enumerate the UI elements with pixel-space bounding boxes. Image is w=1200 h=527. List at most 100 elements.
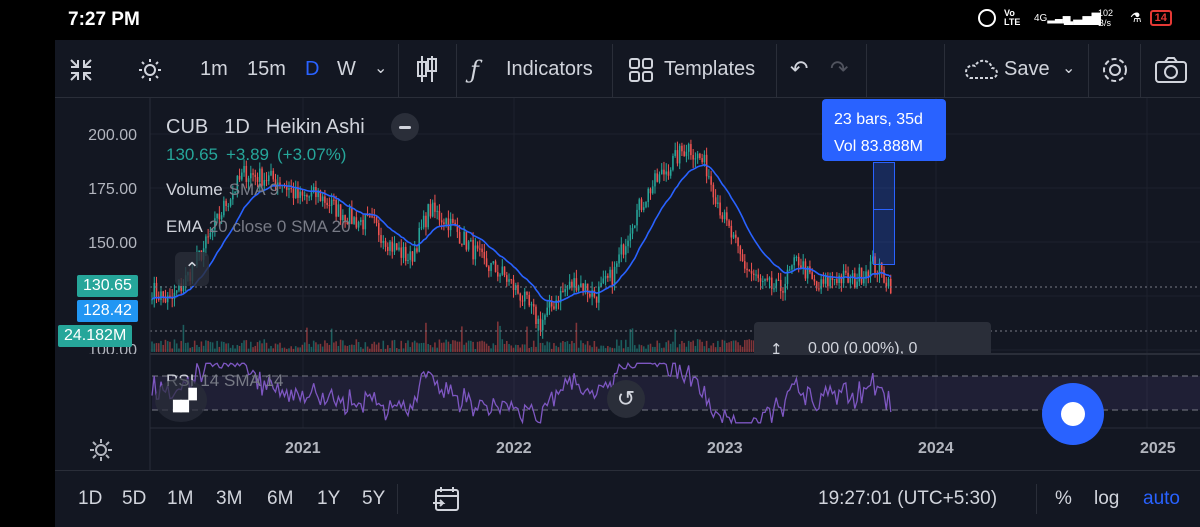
candle-body: [279, 182, 281, 186]
year-tick-2023: 2023: [707, 440, 743, 457]
candle-body: [386, 246, 389, 251]
volume-bar: [701, 341, 703, 352]
legend-symbol: CUB: [166, 115, 209, 138]
redo-icon[interactable]: ↷: [830, 56, 849, 81]
volume-bar: [351, 344, 353, 352]
volume-bar: [214, 348, 216, 352]
volume-bar: [710, 345, 712, 352]
range-6m[interactable]: 6M: [267, 488, 294, 509]
candle-body: [795, 256, 798, 258]
fullscreen-icon[interactable]: [66, 56, 96, 84]
measure-range-box[interactable]: [873, 162, 895, 265]
settings-gear-icon[interactable]: [1100, 55, 1130, 90]
candle-body: [636, 209, 638, 226]
log-scale-toggle[interactable]: log: [1094, 488, 1120, 509]
volume-bar: [591, 347, 593, 352]
candle-body: [243, 165, 245, 173]
candle-body: [665, 171, 667, 175]
candle-body: [182, 285, 185, 292]
time-axis-settings-icon[interactable]: [88, 437, 114, 468]
range-1d[interactable]: 1D: [78, 488, 103, 509]
signal-4g-icon: 4G▂▃▅: [1034, 12, 1071, 24]
volume-bar: [645, 348, 647, 352]
volume-bar: [631, 328, 634, 352]
range-3m[interactable]: 3M: [216, 488, 243, 509]
templates-button[interactable]: Templates: [664, 58, 756, 80]
volume-bar: [348, 345, 351, 352]
volume-bar: [411, 342, 414, 352]
save-button[interactable]: Save: [1004, 58, 1050, 80]
clock-timezone[interactable]: 19:27:01 (UTC+5:30): [818, 488, 998, 509]
candle-body: [474, 245, 477, 260]
candle-body: [335, 199, 337, 217]
undo-icon[interactable]: ↶: [790, 56, 809, 81]
volume-bar: [539, 342, 542, 352]
interval-dropdown-chevron-icon[interactable]: ⌄: [374, 60, 388, 77]
volume-bar: [267, 348, 270, 352]
save-dropdown-chevron-icon[interactable]: ⌄: [1062, 60, 1076, 77]
tradingview-logo-icon[interactable]: ▗▞: [155, 378, 207, 422]
volume-bar: [595, 346, 598, 352]
candle-body: [467, 241, 470, 250]
indicators-fx-icon[interactable]: ƒ: [470, 56, 479, 84]
volume-bar: [290, 346, 293, 352]
candle-body: [339, 204, 342, 221]
candle-body: [337, 204, 340, 217]
reset-chart-icon[interactable]: ↺: [607, 380, 645, 418]
candle-body: [207, 236, 209, 238]
candle-body: [216, 213, 218, 219]
candle-body: [685, 151, 688, 157]
legend-collapse-icon[interactable]: [390, 113, 419, 141]
range-5y[interactable]: 5Y: [362, 488, 386, 509]
volume-bar: [171, 348, 173, 352]
candle-body: [382, 240, 385, 243]
range-1y[interactable]: 1Y: [317, 488, 341, 509]
volume-bar: [663, 347, 665, 352]
candle-body: [447, 218, 450, 231]
volume-bar: [369, 348, 371, 352]
volume-bar: [229, 347, 232, 352]
candles-icon[interactable]: [416, 54, 438, 89]
legend-ema[interactable]: EMA 20 close 0 SMA 20: [166, 217, 351, 237]
templates-icon[interactable]: [628, 57, 654, 88]
volume-bar: [443, 342, 445, 352]
legend-expand-chevron-up-icon[interactable]: ⌃: [175, 252, 209, 286]
interval-d[interactable]: D: [305, 58, 320, 80]
interval-15m[interactable]: 15m: [247, 58, 286, 80]
candle-body: [333, 199, 335, 201]
year-tick-2022: 2022: [496, 440, 532, 457]
interval-w[interactable]: W: [337, 58, 356, 80]
price-tick-175: 175.00: [88, 181, 137, 198]
percent-scale-toggle[interactable]: %: [1055, 488, 1072, 509]
auto-scale-toggle[interactable]: auto: [1143, 488, 1180, 509]
range-1m[interactable]: 1M: [167, 488, 194, 509]
candle-body: [220, 215, 223, 220]
chart-canvas[interactable]: [55, 98, 1200, 470]
candle-body: [822, 279, 825, 284]
volume-bar: [285, 348, 288, 352]
volume-bar: [649, 343, 652, 352]
camera-icon[interactable]: [1154, 56, 1188, 89]
legend-volume[interactable]: Volume SMA 9: [166, 180, 279, 200]
interval-1m[interactable]: 1m: [200, 58, 228, 80]
volume-bar: [514, 344, 517, 352]
volume-bar: [220, 341, 223, 352]
candle-body: [252, 173, 254, 175]
candle-body: [214, 218, 216, 230]
candle-body: [791, 265, 793, 270]
range-5d[interactable]: 5D: [122, 488, 147, 509]
volume-bar: [481, 340, 483, 352]
candle-body: [883, 270, 885, 283]
volume-bar: [586, 341, 589, 352]
candle-body: [371, 216, 373, 218]
candle-body: [582, 283, 584, 292]
cloud-save-icon[interactable]: [962, 58, 998, 87]
volume-bar: [452, 340, 454, 352]
indicators-button[interactable]: Indicators: [506, 58, 593, 80]
floating-action-button[interactable]: [1042, 383, 1104, 445]
theme-sun-icon[interactable]: [136, 56, 164, 84]
volume-bar: [669, 343, 672, 352]
go-to-date-icon[interactable]: [432, 486, 460, 517]
volume-bar: [660, 347, 663, 352]
candle-body: [494, 261, 497, 273]
